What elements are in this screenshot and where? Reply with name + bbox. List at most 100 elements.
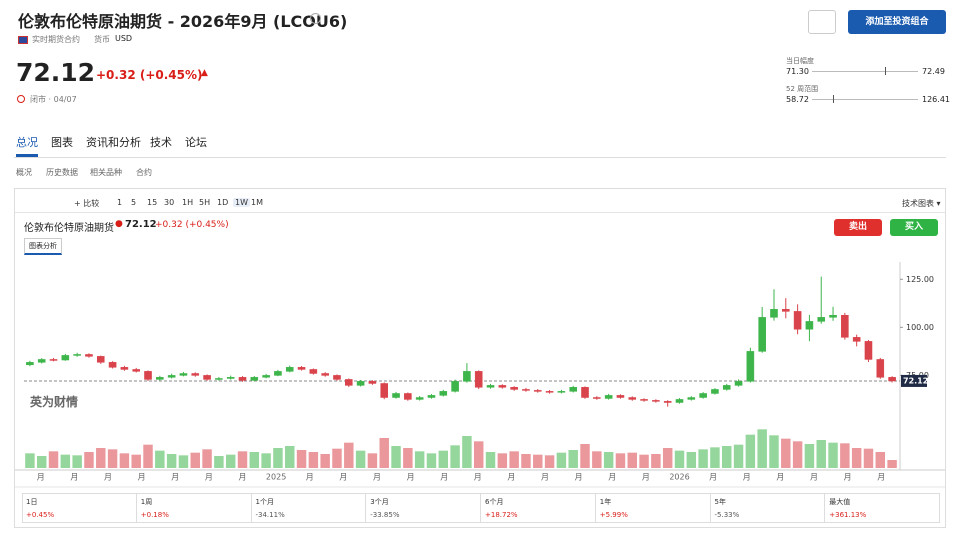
volume-bar: [308, 452, 319, 468]
candle-body: [262, 375, 270, 378]
candle-body: [215, 378, 223, 380]
period-change: +0.18%: [140, 511, 169, 519]
volume-bar: [214, 456, 224, 468]
period-change: +5.99%: [599, 511, 628, 519]
period-change: +0.45%: [26, 511, 55, 519]
candle-body: [285, 367, 294, 372]
range-marker: [885, 67, 887, 75]
period: 1个月: [255, 498, 274, 506]
tech-chart-link[interactable]: 技术图表 ▾: [902, 199, 941, 208]
tab[interactable]: 技术: [150, 136, 172, 149]
range-label: 52 周范围: [786, 85, 819, 93]
candle-body: [770, 309, 778, 318]
candle-body: [829, 314, 837, 318]
candle-body: [746, 351, 755, 382]
volume-bar: [391, 446, 401, 468]
toolbar-divider: [15, 212, 945, 213]
subtab[interactable]: 概况: [16, 168, 32, 177]
candle-body: [805, 321, 814, 330]
volume-bar: [781, 438, 791, 468]
candle-body: [321, 373, 329, 376]
interval-button[interactable]: 5H: [199, 198, 211, 207]
volume-bar: [533, 454, 543, 468]
x-tick-label: 月: [407, 473, 415, 482]
range-marker: [832, 95, 834, 103]
subtab[interactable]: 历史数据: [46, 168, 78, 177]
performance-cell: 最大值 +361.13%: [825, 494, 940, 522]
x-tick-label: 月: [239, 473, 247, 482]
candle-body: [604, 395, 613, 399]
interval-button[interactable]: 1W: [233, 198, 250, 207]
volume-bar: [639, 454, 649, 468]
alert-button[interactable]: [808, 10, 836, 34]
tab[interactable]: 资讯和分析: [86, 136, 141, 149]
interval-button[interactable]: 1H: [182, 198, 194, 207]
y-tick-label: 125.00: [906, 275, 934, 284]
volume-bar: [237, 451, 248, 468]
range-high: 126.41: [922, 95, 950, 104]
volume-bar: [285, 446, 295, 468]
compare-button[interactable]: + 比较: [74, 199, 100, 208]
tab[interactable]: 论坛: [185, 136, 207, 149]
volume-bar: [225, 454, 236, 468]
volume-bar: [603, 452, 614, 468]
volume-bar: [426, 453, 437, 468]
add-portfolio-button[interactable]: 添加至投资组合: [848, 10, 946, 34]
x-tick-label: 月: [507, 473, 515, 482]
candle-body: [333, 375, 341, 380]
candle-body: [498, 385, 507, 388]
buy-button[interactable]: 买入: [890, 219, 938, 236]
sell-label: 卖出: [848, 222, 867, 232]
volume-bar: [273, 448, 283, 468]
candle-body: [380, 383, 389, 398]
contract-type[interactable]: 实时期货合约: [32, 35, 80, 44]
flag-icon: [18, 36, 28, 44]
clock-icon: [17, 95, 25, 103]
candle-body: [26, 362, 34, 366]
volume-bar: [131, 454, 141, 468]
performance-cell: 1个月 -34.11%: [252, 494, 367, 522]
tab-divider: [14, 157, 946, 158]
interval-button[interactable]: 1: [117, 198, 123, 207]
x-tick-label: 月: [541, 473, 549, 482]
subtab[interactable]: 相关品种: [90, 168, 122, 177]
candle-body: [758, 317, 766, 352]
candle-body: [49, 359, 58, 361]
volume-bar: [544, 455, 555, 468]
subtab[interactable]: 合约: [136, 168, 152, 177]
candle-body: [309, 369, 318, 374]
tech-chart-label: 技术图表: [902, 199, 934, 208]
tab[interactable]: 图表: [51, 136, 73, 149]
volume-bar: [84, 452, 94, 468]
candle-body: [179, 373, 188, 376]
sell-button[interactable]: 卖出: [834, 219, 882, 236]
volume-bar: [332, 448, 342, 468]
volume-bar: [509, 451, 519, 468]
range-bar: [812, 71, 918, 72]
x-tick-label: 月: [205, 473, 213, 482]
candle-body: [120, 367, 129, 370]
volume-bar: [119, 453, 130, 468]
instrument-title: 伦敦布伦特原油期货 - 2026年9月 (LCOU6): [18, 12, 348, 31]
analysis-button[interactable]: 图表分析: [24, 238, 62, 255]
candle-body: [250, 377, 259, 381]
interval-button[interactable]: 30: [164, 198, 175, 207]
candle-body: [864, 341, 873, 360]
volume-bar: [462, 436, 472, 468]
interval-button[interactable]: 5: [131, 198, 137, 207]
volume-bar: [344, 442, 354, 468]
period: 3个月: [370, 498, 389, 506]
candle-body: [581, 387, 589, 398]
volume-bar: [155, 450, 165, 468]
interval-button[interactable]: 1M: [251, 198, 263, 207]
interval-button[interactable]: 1D: [217, 198, 229, 207]
info-icon[interactable]: [310, 13, 321, 24]
volume-bar: [792, 441, 803, 468]
volume-bar: [60, 454, 71, 468]
volume-bar: [143, 444, 153, 468]
period-change: +18.72%: [485, 511, 518, 519]
interval-button[interactable]: 15: [147, 198, 158, 207]
candle-body: [61, 355, 70, 361]
tab[interactable]: 总况: [16, 136, 38, 149]
period: 6个月: [485, 498, 504, 506]
